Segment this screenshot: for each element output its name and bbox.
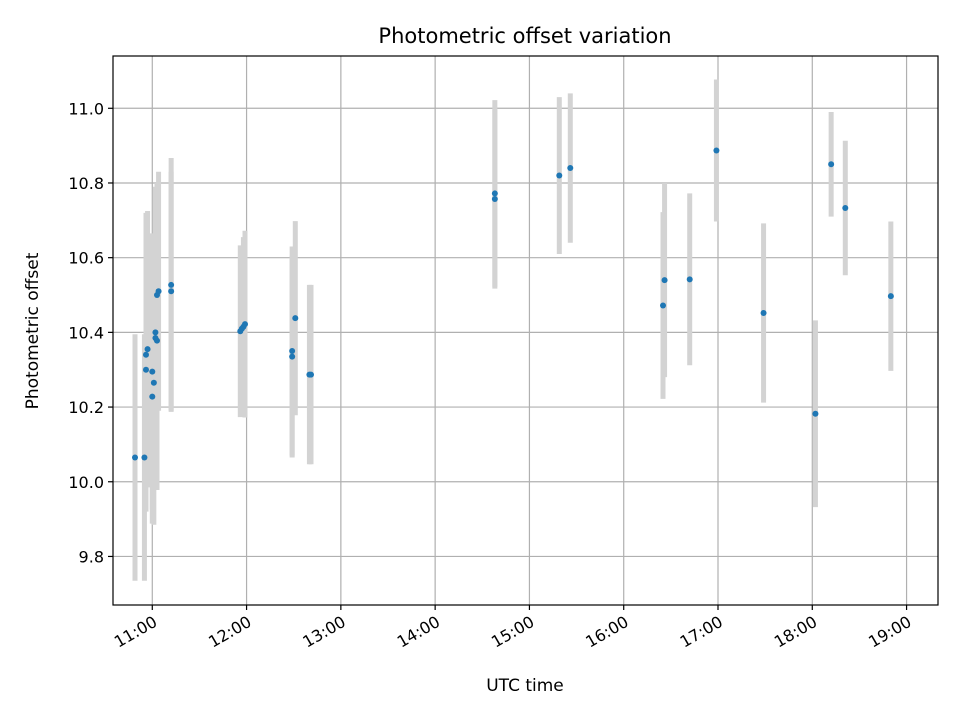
data-point <box>154 337 160 344</box>
data-point <box>150 379 157 386</box>
y-tick-label: 9.8 <box>79 547 104 566</box>
data-point <box>842 205 849 212</box>
data-point <box>887 293 894 300</box>
data-point <box>144 346 151 353</box>
data-point <box>289 353 296 360</box>
data-point <box>289 348 296 355</box>
data-point <box>152 329 159 336</box>
data-point <box>292 315 299 322</box>
data-point <box>141 454 148 461</box>
chart-title: Photometric offset variation <box>378 24 671 48</box>
data-point <box>760 309 767 316</box>
data-point <box>812 410 819 417</box>
data-point <box>242 321 248 328</box>
data-point <box>155 288 162 295</box>
y-tick-label: 10.4 <box>68 323 104 342</box>
data-point <box>491 196 498 203</box>
x-axis-label: UTC time <box>486 676 564 696</box>
data-point <box>828 161 835 168</box>
data-point <box>143 366 149 373</box>
data-point <box>686 276 693 283</box>
data-point <box>713 147 720 154</box>
data-point <box>567 165 574 172</box>
data-points <box>132 147 894 461</box>
data-point <box>168 281 175 288</box>
y-axis-ticks: 9.8 10.0 10.2 10.4 10.6 10.8 11.0 <box>68 99 113 566</box>
y-tick-label: 11.0 <box>68 99 104 118</box>
y-tick-label: 10.2 <box>68 398 104 417</box>
data-point <box>661 277 668 284</box>
data-point <box>168 288 175 295</box>
y-tick-label: 10.0 <box>68 473 104 492</box>
data-point <box>149 368 156 375</box>
data-point <box>491 190 498 197</box>
data-point <box>556 172 563 179</box>
data-point <box>143 351 149 358</box>
plot-frame <box>112 55 939 606</box>
grid <box>113 56 938 605</box>
data-point <box>132 454 138 461</box>
y-axis-label: Photometric offset <box>23 252 43 409</box>
data-point <box>660 302 666 309</box>
y-tick-label: 10.6 <box>68 249 104 268</box>
data-point <box>308 371 314 378</box>
data-point <box>149 393 156 400</box>
y-tick-label: 10.8 <box>68 174 104 193</box>
